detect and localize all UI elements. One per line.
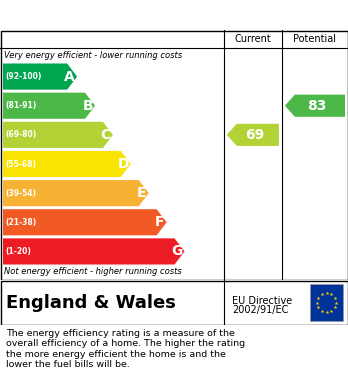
Polygon shape xyxy=(285,95,345,117)
Text: E: E xyxy=(137,186,147,200)
Text: D: D xyxy=(117,157,129,171)
Text: Potential: Potential xyxy=(293,34,337,44)
Polygon shape xyxy=(3,151,131,177)
Text: Not energy efficient - higher running costs: Not energy efficient - higher running co… xyxy=(4,267,182,276)
Polygon shape xyxy=(3,122,113,148)
Text: Current: Current xyxy=(235,34,271,44)
Text: The energy efficiency rating is a measure of the
overall efficiency of a home. T: The energy efficiency rating is a measur… xyxy=(6,329,245,369)
Text: Energy Efficiency Rating: Energy Efficiency Rating xyxy=(8,7,218,23)
Text: 69: 69 xyxy=(245,128,264,142)
Text: 2002/91/EC: 2002/91/EC xyxy=(232,305,288,316)
Text: (21-38): (21-38) xyxy=(5,218,36,227)
Polygon shape xyxy=(3,239,184,264)
Bar xyxy=(310,284,343,321)
Text: (39-54): (39-54) xyxy=(5,188,36,197)
Text: Very energy efficient - lower running costs: Very energy efficient - lower running co… xyxy=(4,51,182,60)
Polygon shape xyxy=(3,209,167,235)
Text: 83: 83 xyxy=(307,99,327,113)
Text: (1-20): (1-20) xyxy=(5,247,31,256)
Text: F: F xyxy=(155,215,165,229)
Text: (55-68): (55-68) xyxy=(5,160,36,169)
Text: B: B xyxy=(82,99,93,113)
Text: (69-80): (69-80) xyxy=(5,130,36,139)
Text: A: A xyxy=(64,70,75,84)
Text: (81-91): (81-91) xyxy=(5,101,36,110)
Text: G: G xyxy=(171,244,183,258)
Polygon shape xyxy=(3,180,149,206)
Polygon shape xyxy=(3,93,95,119)
Text: EU Directive: EU Directive xyxy=(232,296,292,305)
Polygon shape xyxy=(3,63,77,90)
Text: England & Wales: England & Wales xyxy=(6,294,176,312)
Text: C: C xyxy=(101,128,111,142)
Polygon shape xyxy=(227,124,279,146)
Text: (92-100): (92-100) xyxy=(5,72,41,81)
